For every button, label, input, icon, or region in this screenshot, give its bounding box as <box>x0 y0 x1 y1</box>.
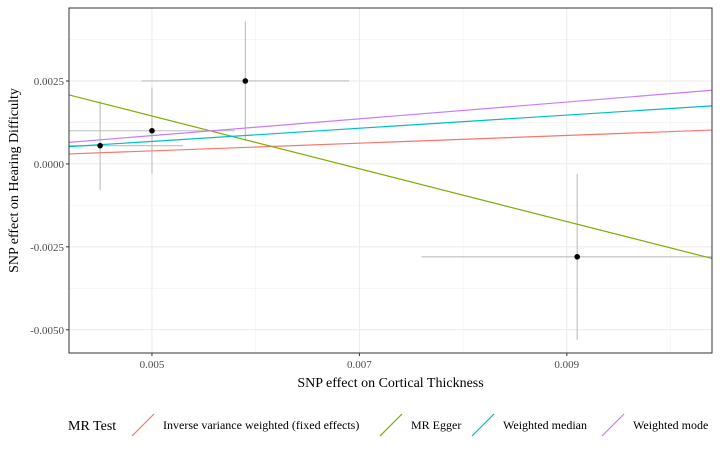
x-tick-label: 0.007 <box>347 359 372 371</box>
data-point <box>242 78 249 84</box>
data-point <box>574 253 580 260</box>
regression-line <box>69 94 712 260</box>
legend-title: MR Test <box>68 419 116 434</box>
legend-item: MR Egger <box>379 413 461 437</box>
y-tick-label: -0.0050 <box>30 325 64 337</box>
y-tick-label: -0.0025 <box>30 242 64 254</box>
regression-lines <box>69 89 712 260</box>
legend-key <box>601 413 625 437</box>
legend-items: Inverse variance weighted (fixed effects… <box>131 413 708 437</box>
legend-item: Weighted median <box>471 413 587 437</box>
legend-item: Weighted mode <box>601 413 708 437</box>
legend-label: MR Egger <box>411 418 461 432</box>
legend-label: Weighted median <box>503 418 587 432</box>
legend-key <box>471 413 495 437</box>
legend-label: Inverse variance weighted (fixed effects… <box>163 418 359 432</box>
x-tick-label: 0.005 <box>140 359 165 371</box>
data-point <box>97 142 103 149</box>
panel-border <box>68 7 713 354</box>
axis-ticks: 0.005 0.007 0.009 0.0025 0.0000 -0.0025 -0.005… <box>30 76 580 371</box>
data-point <box>149 127 155 134</box>
legend-item: Inverse variance weighted (fixed effects… <box>131 413 359 437</box>
regression-line <box>69 129 712 155</box>
legend-label: Weighted mode <box>633 418 708 432</box>
regression-line <box>69 89 712 143</box>
panel-background <box>69 8 712 353</box>
y-tick-label: 0.0000 <box>34 159 65 171</box>
legend-key <box>379 413 403 437</box>
x-tick-label: 0.009 <box>554 359 579 371</box>
legend: MR Test Inverse variance weighted (fixed… <box>68 413 708 437</box>
x-axis-title: SNP effect on Cortical Thickness <box>297 376 483 391</box>
y-tick-label: 0.0025 <box>34 76 65 88</box>
legend-key <box>131 413 155 437</box>
y-axis-title: SNP effect on Hearing Difficulty <box>7 88 22 273</box>
data-points <box>97 78 580 260</box>
regression-line <box>69 105 712 148</box>
